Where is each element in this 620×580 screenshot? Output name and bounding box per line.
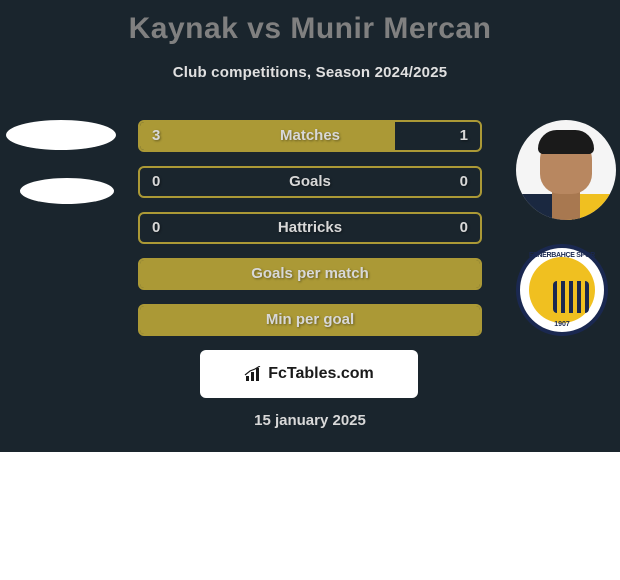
stat-label: Goals bbox=[140, 168, 480, 196]
stat-row: Goals per match bbox=[138, 258, 482, 290]
stat-value-right: 1 bbox=[460, 122, 468, 150]
stat-value-right: 0 bbox=[460, 168, 468, 196]
right-player-section: FENERBAHÇE SPOR 1907 bbox=[516, 120, 620, 336]
stat-label: Matches bbox=[140, 122, 480, 150]
stat-row: 0Goals0 bbox=[138, 166, 482, 198]
stat-label: Goals per match bbox=[140, 260, 480, 288]
left-club-badge-placeholder bbox=[20, 178, 114, 204]
stat-label: Min per goal bbox=[140, 306, 480, 334]
left-player-section bbox=[6, 120, 116, 232]
comparison-subtitle: Club competitions, Season 2024/2025 bbox=[0, 64, 620, 81]
watermark-text: FcTables.com bbox=[268, 365, 374, 383]
club-badge-year: 1907 bbox=[520, 321, 604, 328]
stat-row: 0Hattricks0 bbox=[138, 212, 482, 244]
stats-container: 3Matches10Goals00Hattricks0Goals per mat… bbox=[138, 120, 482, 350]
watermark-badge: FcTables.com bbox=[200, 350, 418, 398]
stat-row: 3Matches1 bbox=[138, 120, 482, 152]
right-club-badge: FENERBAHÇE SPOR 1907 bbox=[516, 244, 608, 336]
stat-label: Hattricks bbox=[140, 214, 480, 242]
comparison-date: 15 january 2025 bbox=[0, 412, 620, 429]
stat-row: Min per goal bbox=[138, 304, 482, 336]
chart-icon bbox=[244, 366, 262, 382]
comparison-title: Kaynak vs Munir Mercan bbox=[0, 0, 620, 46]
stat-value-right: 0 bbox=[460, 214, 468, 242]
comparison-card: Kaynak vs Munir Mercan Club competitions… bbox=[0, 0, 620, 452]
right-player-avatar bbox=[516, 120, 616, 220]
left-player-avatar-placeholder bbox=[6, 120, 116, 150]
